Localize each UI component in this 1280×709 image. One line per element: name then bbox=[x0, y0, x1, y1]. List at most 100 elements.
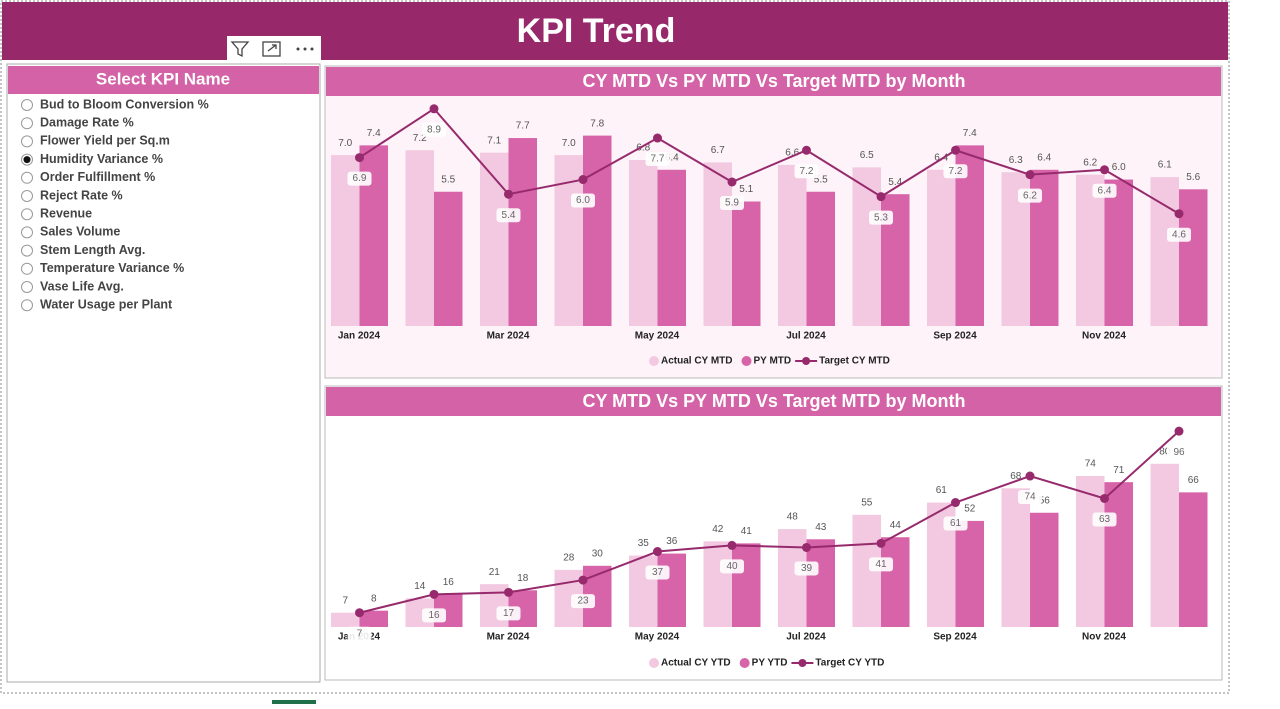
visual-toolbar[interactable] bbox=[227, 36, 321, 62]
legend-label: Target CY MTD bbox=[819, 356, 890, 367]
chart-title: CY MTD Vs PY MTD Vs Target MTD by Month bbox=[582, 391, 965, 411]
slicer-item[interactable]: Revenue bbox=[21, 206, 93, 221]
data-label: 6.8 bbox=[636, 143, 650, 154]
radio[interactable] bbox=[21, 281, 33, 293]
bar bbox=[657, 169, 686, 326]
radio[interactable] bbox=[21, 190, 33, 202]
slicer-option: Reject Rate % bbox=[40, 188, 123, 202]
x-tick-label: Sep 2024 bbox=[933, 331, 977, 342]
slicer-item[interactable]: Bud to Bloom Conversion % bbox=[21, 97, 209, 111]
label-box bbox=[1018, 188, 1042, 203]
more-icon[interactable] bbox=[296, 47, 314, 51]
slicer-item[interactable]: Flower Yield per Sq.m bbox=[21, 134, 170, 148]
slicer-item[interactable]: Stem Length Avg. bbox=[21, 243, 146, 257]
data-label: 52 bbox=[964, 504, 976, 515]
bar bbox=[1179, 189, 1208, 326]
focus-arrow bbox=[267, 44, 277, 52]
bar bbox=[480, 152, 509, 326]
line-point bbox=[1025, 471, 1035, 481]
label-box bbox=[347, 626, 372, 641]
slicer-item[interactable]: Water Usage per Plant bbox=[21, 297, 174, 312]
line-point bbox=[1100, 493, 1109, 503]
radio[interactable] bbox=[21, 117, 33, 130]
data-label: 5.5 bbox=[814, 174, 828, 185]
x-tick-label: May 2024 bbox=[635, 632, 680, 643]
slicer-option: Damage Rate % bbox=[40, 115, 134, 129]
canvas-border bbox=[0, 0, 1230, 694]
line bbox=[359, 430, 1180, 614]
data-label: 44 bbox=[890, 520, 902, 531]
bar bbox=[955, 520, 984, 627]
chart-header bbox=[326, 67, 1221, 96]
radio[interactable] bbox=[21, 135, 33, 148]
legend-swatch bbox=[739, 658, 750, 668]
data-label: 5.5 bbox=[441, 174, 455, 185]
data-label: 6.2 bbox=[1083, 157, 1097, 168]
label-box bbox=[571, 594, 595, 609]
slicer-item[interactable]: Vase Life Avg. bbox=[21, 279, 124, 293]
bar bbox=[434, 191, 463, 326]
line-point bbox=[1174, 209, 1184, 219]
data-label: 6.9 bbox=[353, 173, 367, 184]
data-label: 5.6 bbox=[1186, 172, 1200, 183]
data-label: 5.4 bbox=[502, 210, 516, 221]
tab-indicator bbox=[272, 700, 316, 704]
label-box bbox=[943, 164, 968, 179]
data-label: 6.4 bbox=[665, 152, 679, 163]
radio[interactable] bbox=[21, 262, 33, 275]
legend-label: PY YTD bbox=[752, 658, 788, 669]
label-box bbox=[720, 195, 744, 210]
slicer-item[interactable]: Reject Rate % bbox=[21, 188, 123, 202]
filter-icon[interactable] bbox=[230, 41, 250, 58]
header-bar bbox=[2, 2, 1228, 60]
bar bbox=[927, 169, 956, 326]
bar bbox=[405, 150, 434, 326]
radio[interactable] bbox=[21, 226, 33, 239]
label-box bbox=[347, 171, 372, 186]
focus-icon[interactable] bbox=[262, 41, 281, 57]
data-label: 96 bbox=[1173, 447, 1185, 458]
bar bbox=[732, 201, 761, 326]
data-label: 7.0 bbox=[338, 138, 352, 149]
slicer-item[interactable]: Temperature Variance % bbox=[21, 261, 185, 275]
bar bbox=[1150, 463, 1179, 627]
bar bbox=[657, 553, 686, 627]
radio[interactable] bbox=[21, 299, 33, 312]
bar bbox=[583, 135, 612, 326]
bar bbox=[629, 160, 658, 326]
data-label: 6.4 bbox=[1098, 185, 1112, 196]
data-label: 6.1 bbox=[1158, 160, 1172, 171]
chart-panel bbox=[324, 65, 1223, 379]
label-box bbox=[1092, 183, 1117, 198]
line bbox=[358, 107, 1180, 215]
slicer-option: Temperature Variance % bbox=[40, 261, 184, 275]
x-tick-label: Jul 2024 bbox=[786, 632, 826, 643]
slicer-option: Order Fulfillment % bbox=[40, 170, 155, 184]
label-box bbox=[869, 557, 893, 572]
slicer-item[interactable]: Damage Rate % bbox=[21, 115, 134, 130]
line-point bbox=[355, 153, 364, 163]
slicer-option: Vase Life Avg. bbox=[40, 279, 124, 293]
bar bbox=[778, 164, 807, 326]
data-label: 6.5 bbox=[860, 150, 874, 161]
slicer-item[interactable]: Sales Volume bbox=[21, 225, 121, 239]
slicer-option: Revenue bbox=[40, 206, 92, 220]
data-label: 6.6 bbox=[785, 148, 799, 159]
legend-label: Actual CY YTD bbox=[661, 658, 731, 669]
bar bbox=[881, 537, 910, 627]
radio[interactable] bbox=[21, 99, 33, 111]
slicer-item[interactable]: Humidity Variance % bbox=[21, 152, 163, 166]
bar bbox=[1001, 488, 1030, 627]
label-box bbox=[1167, 445, 1191, 460]
data-label: 71 bbox=[1113, 465, 1125, 476]
bar bbox=[732, 543, 761, 627]
x-tick-label: Jul 2024 bbox=[786, 331, 826, 342]
slicer-item[interactable]: Order Fulfillment % bbox=[21, 170, 156, 184]
radio[interactable] bbox=[21, 208, 33, 221]
line-point bbox=[876, 538, 886, 548]
radio[interactable] bbox=[21, 244, 33, 257]
data-label: 5.3 bbox=[874, 212, 888, 223]
data-label: 6.3 bbox=[1009, 155, 1023, 166]
radio[interactable] bbox=[21, 171, 33, 184]
data-label: 41 bbox=[875, 559, 887, 570]
